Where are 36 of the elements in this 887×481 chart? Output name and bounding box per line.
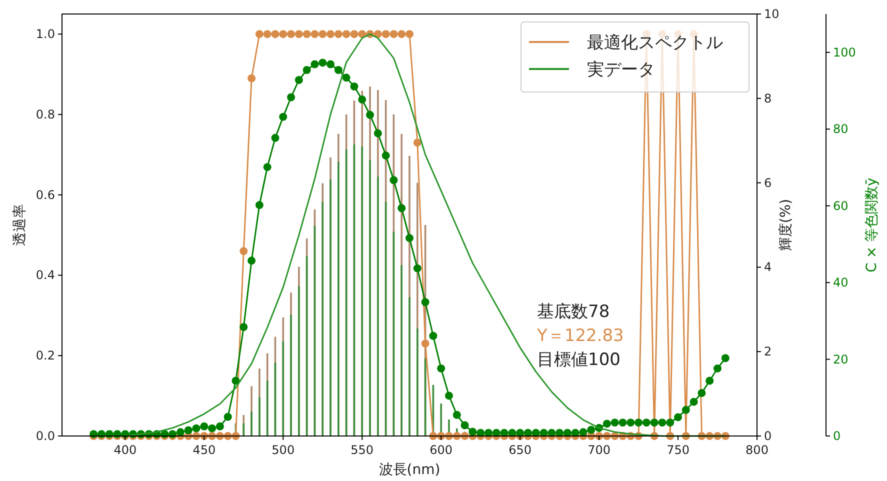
legend-label: 最適化スペクトル [587, 33, 723, 53]
annotation: Y＝122.83 [536, 326, 624, 346]
y-tick-label: 0.6 [36, 188, 55, 202]
y2-axis-title: 輝度(%) [778, 198, 794, 252]
x-tick-label: 600 [430, 443, 453, 457]
legend-label: 実データ [587, 60, 655, 80]
y2-tick-label: 0 [764, 429, 772, 443]
y2-tick-label: 10 [764, 7, 780, 21]
x-tick-label: 450 [192, 443, 216, 457]
x-axis-title: 波長(nm) [378, 462, 440, 478]
x-tick-label: 650 [508, 443, 532, 457]
y3-tick-label: 100 [833, 45, 856, 60]
y-tick-label: 0.8 [36, 107, 55, 122]
y-tick-label: 0.4 [36, 268, 55, 282]
x-tick-label: 550 [350, 443, 374, 457]
y-tick-label: 0.0 [36, 429, 55, 443]
y3-tick-label: 0 [833, 429, 841, 443]
annotation: 基底数78 [537, 302, 610, 322]
y3-tick-label: 80 [833, 122, 848, 136]
y-tick-label: 1.0 [36, 27, 55, 42]
y2-tick-label: 2 [764, 344, 772, 359]
y-tick-label: 0.2 [36, 348, 55, 363]
y2-tick-label: 4 [764, 260, 772, 274]
y3-tick-label: 20 [833, 352, 848, 366]
x-tick-label: 400 [114, 443, 137, 457]
y-axis-title: 透過率 [12, 204, 28, 246]
y3-tick-label: 40 [833, 276, 848, 290]
x-tick-label: 700 [588, 443, 610, 457]
annotation: 目標値100 [537, 350, 620, 370]
x-tick-label: 800 [746, 443, 768, 457]
y2-tick-label: 8 [764, 91, 772, 106]
y2-tick-label: 6 [764, 176, 772, 190]
x-tick-label: 500 [272, 443, 295, 457]
y3-tick-label: 60 [833, 198, 848, 213]
x-tick-label: 750 [666, 443, 690, 457]
y3-axis-title: C × 等色関数ȳ [864, 178, 880, 272]
